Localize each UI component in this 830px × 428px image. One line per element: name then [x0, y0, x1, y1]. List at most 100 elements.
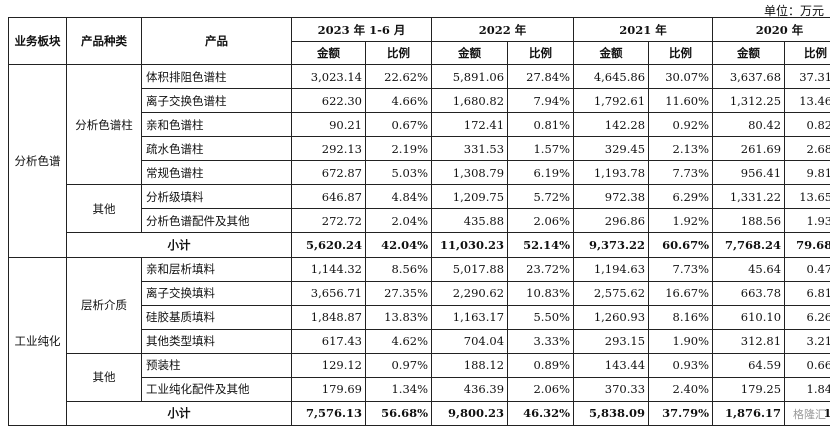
table-row: 常规色谱柱 672.87 5.03% 1,308.79 6.19% 1,193.…	[9, 160, 830, 186]
value-cell: 2.06%	[507, 376, 575, 402]
value-cell: 1.92%	[648, 208, 714, 234]
value-cell: 64.59	[712, 352, 786, 378]
value-cell: 179.25	[712, 376, 786, 402]
product-cell: 离子交换填料	[141, 280, 292, 306]
value-cell: 1.90%	[648, 328, 714, 354]
subtotal-value: 79.68%	[784, 232, 830, 258]
header-ratio: 比例	[648, 41, 714, 65]
subtotal-label: 小计	[66, 232, 292, 258]
table-row: 离子交换色谱柱 622.30 4.66% 1,680.82 7.94% 1,79…	[9, 88, 830, 114]
value-cell: 296.86	[573, 208, 650, 234]
value-cell: 1,308.79	[431, 160, 509, 186]
table-row: 其他 预装柱 129.12 0.97% 188.12 0.89% 143.44 …	[9, 352, 830, 402]
value-cell: 292.13	[291, 136, 366, 162]
value-cell: 1.34%	[364, 376, 433, 402]
header-amount: 金额	[431, 41, 509, 65]
value-cell: 16.67%	[648, 280, 714, 306]
subtotal-value: 9,373.22	[573, 232, 650, 258]
product-cell: 体积排阻色谱柱	[141, 63, 292, 90]
value-cell: 13.65%	[784, 184, 830, 210]
value-cell: 0.92%	[648, 112, 714, 138]
value-cell: 1,312.25	[712, 88, 786, 114]
value-cell: 5.72%	[507, 184, 575, 210]
category-cell: 其他	[66, 352, 142, 402]
value-cell: 272.72	[291, 208, 366, 234]
subtotal-value: 37.79%	[648, 400, 714, 427]
value-cell: 30.07%	[648, 63, 714, 90]
header-product: 产品	[141, 17, 292, 65]
value-cell: 3,656.71	[291, 280, 366, 306]
subtotal-value: 9,800.23	[431, 400, 509, 427]
value-cell: 2.06%	[507, 208, 575, 234]
value-cell: 6.29%	[648, 184, 714, 210]
subtotal-value: 11,030.23	[431, 232, 509, 258]
header-period-2021: 2021 年	[573, 17, 714, 42]
value-cell: 0.93%	[648, 352, 714, 378]
value-cell: 1,680.82	[431, 88, 509, 114]
header-ratio: 比例	[507, 41, 575, 65]
table-row: 其他 分析级填料 646.87 4.84% 1,209.75 5.72% 972…	[9, 184, 830, 234]
header-ratio: 比例	[364, 41, 433, 65]
value-cell: 8.56%	[364, 256, 433, 282]
value-cell: 293.15	[573, 328, 650, 354]
table-row: 硅胶基质填料 1,848.87 13.83% 1,163.17 5.50% 1,…	[9, 304, 830, 330]
value-cell: 1,331.22	[712, 184, 786, 210]
value-cell: 129.12	[291, 352, 366, 378]
subtotal-value: 7,576.13	[291, 400, 366, 427]
value-cell: 2,575.62	[573, 280, 650, 306]
value-cell: 5.50%	[507, 304, 575, 330]
value-cell: 27.84%	[507, 63, 575, 90]
value-cell: 7.94%	[507, 88, 575, 114]
value-cell: 0.89%	[507, 352, 575, 378]
value-cell: 5,017.88	[431, 256, 509, 282]
product-cell: 硅胶基质填料	[141, 304, 292, 330]
value-cell: 2.68%	[784, 136, 830, 162]
value-cell: 6.81%	[784, 280, 830, 306]
header-period-2020: 2020 年	[712, 17, 830, 42]
value-cell: 312.81	[712, 328, 786, 354]
value-cell: 261.69	[712, 136, 786, 162]
category-cell: 分析色谱柱	[66, 63, 142, 186]
product-cell: 亲和色谱柱	[141, 112, 292, 138]
value-cell: 3.33%	[507, 328, 575, 354]
unit-label: 单位：万元	[763, 4, 824, 18]
header-ratio: 比例	[784, 41, 830, 65]
table-row: 工业纯化 层析介质 亲和层析填料 1,144.32 8.56% 5,017.88…	[8, 256, 830, 426]
revenue-table: 业务板块 产品种类 产品 2023 年 1-6 月 2022 年 2021 年 …	[8, 17, 830, 427]
value-cell: 13.46%	[784, 88, 830, 114]
subtotal-row: 小计 7,576.13 56.68% 9,800.23 46.32% 5,838…	[9, 400, 830, 427]
value-cell: 2,290.62	[431, 280, 509, 306]
header-amount: 金额	[712, 41, 786, 65]
product-cell: 常规色谱柱	[141, 160, 292, 186]
subtotal-value: 42.04%	[364, 232, 433, 258]
value-cell: 329.45	[573, 136, 650, 162]
value-cell: 435.88	[431, 208, 509, 234]
value-cell: 2.40%	[648, 376, 714, 402]
value-cell: 4,645.86	[573, 63, 650, 90]
value-cell: 1,209.75	[431, 184, 509, 210]
value-cell: 1.84%	[784, 376, 830, 402]
value-cell: 3,023.14	[291, 63, 366, 90]
subtotal-value: 56.68%	[364, 400, 433, 427]
table-row: 其他类型填料 617.43 4.62% 704.04 3.33% 293.15 …	[9, 328, 830, 354]
value-cell: 672.87	[291, 160, 366, 186]
subtotal-value: 7,768.24	[712, 232, 786, 258]
product-cell: 分析色谱配件及其他	[141, 208, 292, 234]
value-cell: 1,193.78	[573, 160, 650, 186]
value-cell: 370.33	[573, 376, 650, 402]
header-period-2023h1: 2023 年 1-6 月	[290, 17, 433, 42]
value-cell: 0.97%	[364, 352, 433, 378]
value-cell: 663.78	[712, 280, 786, 306]
value-cell: 7.73%	[648, 256, 714, 282]
value-cell: 331.53	[431, 136, 509, 162]
value-cell: 10.83%	[507, 280, 575, 306]
value-cell: 179.69	[291, 376, 366, 402]
value-cell: 0.66%	[784, 352, 830, 378]
subtotal-label: 小计	[66, 400, 292, 427]
category-cell: 其他	[66, 184, 142, 234]
value-cell: 1.93%	[784, 208, 830, 234]
value-cell: 9.81%	[784, 160, 830, 186]
value-cell: 188.56	[712, 208, 786, 234]
subtotal-row: 小计 5,620.24 42.04% 11,030.23 52.14% 9,37…	[9, 232, 830, 258]
value-cell: 13.83%	[364, 304, 433, 330]
